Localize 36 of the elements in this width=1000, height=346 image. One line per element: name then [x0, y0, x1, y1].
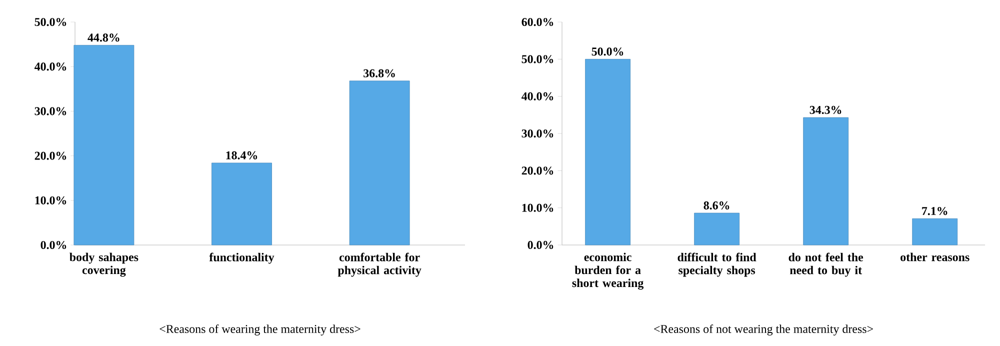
bar	[74, 44, 134, 246]
bar	[349, 80, 410, 246]
x-tick-label: body sahapes covering	[70, 252, 138, 277]
data-label: 44.8%	[88, 34, 120, 42]
data-label: 18.4%	[226, 151, 258, 160]
text: <Reasons of wearing the maternity dress>	[160, 324, 360, 336]
y-tick-label: 40.0%	[34, 62, 66, 71]
x-tick-label: economic burden for a short wearing	[572, 252, 644, 290]
x-tick-label: comfortable for physical activity	[338, 252, 422, 277]
bar	[694, 212, 740, 246]
bar	[803, 117, 849, 246]
bar	[212, 162, 272, 246]
y-tick-label: 0.0%	[528, 240, 554, 250]
y-tick-label: 50.0%	[34, 18, 66, 26]
y-tick-label: 10.0%	[522, 204, 554, 212]
data-label: 50.0%	[592, 48, 624, 56]
y-tick-label: 60.0%	[522, 18, 554, 26]
bar	[585, 58, 630, 246]
data-label: 7.1%	[922, 206, 948, 216]
x-tick-label: do not feel the need to buy it	[788, 252, 864, 277]
text: <Reasons of not wearing the maternity dress>	[654, 324, 873, 336]
y-tick-label: 0.0%	[40, 240, 66, 250]
data-label: 36.8%	[364, 69, 395, 78]
x-tick-label: functionality	[209, 252, 274, 264]
y-tick-label: 50.0%	[522, 55, 554, 64]
x-tick-label: difficult to find specialty shops	[678, 252, 756, 277]
y-tick-label: 30.0%	[522, 129, 554, 138]
x-tick-label: other reasons	[900, 252, 970, 262]
y-tick-label: 30.0%	[34, 107, 66, 116]
y-tick-label: 10.0%	[35, 196, 66, 204]
bar	[912, 218, 958, 246]
y-tick-label: 20.0%	[522, 166, 554, 175]
data-label: 8.6%	[704, 201, 730, 210]
y-tick-label: 40.0%	[522, 92, 554, 100]
data-label: 34.3%	[810, 106, 842, 114]
y-tick-label: 20.0%	[34, 152, 66, 160]
